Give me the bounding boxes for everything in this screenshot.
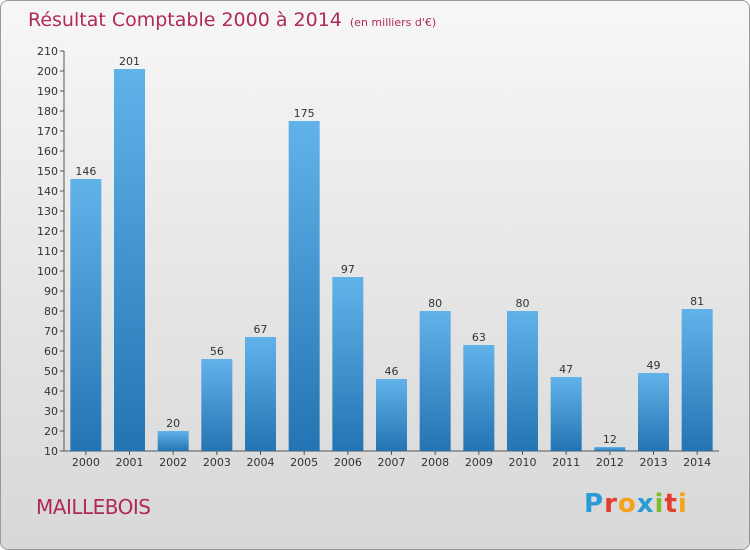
y-tick-label: 30: [44, 405, 58, 418]
bar: [550, 377, 582, 451]
x-tick-label: 2005: [290, 456, 318, 469]
y-tick-label: 50: [44, 365, 58, 378]
y-tick-label: 210: [37, 45, 58, 58]
x-tick-label: 2013: [640, 456, 668, 469]
bar: [594, 447, 626, 451]
chart-title: Résultat Comptable 2000 à 2014 (en millie…: [28, 9, 436, 31]
x-tick-label: 2003: [203, 456, 231, 469]
x-tick-label: 2001: [116, 456, 144, 469]
bar-value-label: 97: [341, 263, 355, 276]
bar-value-label: 46: [385, 365, 399, 378]
bar: [114, 69, 145, 451]
bar-value-label: 81: [690, 295, 704, 308]
x-tick-label: 2014: [683, 456, 711, 469]
x-tick-label: 2002: [159, 456, 187, 469]
bar-value-label: 80: [428, 297, 442, 310]
bar-value-label: 146: [75, 165, 96, 178]
y-tick-label: 150: [37, 165, 58, 178]
bar-value-label: 56: [210, 345, 224, 358]
bar-value-label: 67: [254, 323, 268, 336]
y-tick-label: 160: [37, 145, 58, 158]
y-tick-label: 190: [37, 85, 58, 98]
x-tick-label: 2010: [509, 456, 537, 469]
y-tick-label: 170: [37, 125, 58, 138]
y-tick-label: 140: [37, 185, 58, 198]
y-tick-label: 70: [44, 325, 58, 338]
x-tick-label: 2006: [334, 456, 362, 469]
x-tick-label: 2004: [247, 456, 275, 469]
bar: [681, 309, 713, 451]
bar: [201, 359, 233, 451]
y-tick-label: 180: [37, 105, 58, 118]
x-tick-label: 2011: [552, 456, 580, 469]
town-name: MAILLEBOIS: [36, 495, 151, 519]
x-tick-label: 2000: [72, 456, 100, 469]
y-tick-label: 10: [44, 445, 58, 458]
y-tick-label: 60: [44, 345, 58, 358]
y-tick-label: 90: [44, 285, 58, 298]
x-tick-label: 2012: [596, 456, 624, 469]
proxiti-logo: Proxiti: [584, 489, 688, 519]
bar: [376, 379, 407, 451]
bar: [638, 373, 669, 451]
bar-value-label: 80: [516, 297, 530, 310]
y-tick-label: 20: [44, 425, 58, 438]
bar: [157, 431, 189, 451]
bar-value-label: 20: [166, 417, 180, 430]
bar: [332, 277, 364, 451]
bar-value-label: 49: [647, 359, 661, 372]
y-tick-label: 120: [37, 225, 58, 238]
x-tick-label: 2007: [378, 456, 406, 469]
bar: [288, 121, 320, 451]
y-tick-label: 110: [37, 245, 58, 258]
bar: [245, 337, 276, 451]
chart-title-unit: (en milliers d'€): [349, 16, 437, 29]
y-tick-label: 200: [37, 65, 58, 78]
y-tick-label: 40: [44, 385, 58, 398]
y-tick-label: 100: [37, 265, 58, 278]
chart-title-main: Résultat Comptable 2000 à 2014: [28, 9, 342, 31]
bar: [507, 311, 538, 451]
bar: [463, 345, 495, 451]
x-tick-label: 2008: [421, 456, 449, 469]
bar-value-label: 175: [294, 107, 315, 120]
bar: [70, 179, 102, 451]
bar-value-label: 47: [559, 363, 573, 376]
x-tick-label: 2009: [465, 456, 493, 469]
y-tick-label: 80: [44, 305, 58, 318]
bar: [419, 311, 451, 451]
y-tick-label: 130: [37, 205, 58, 218]
bar-value-label: 201: [119, 55, 140, 68]
bar-value-label: 12: [603, 433, 617, 446]
bar-value-label: 63: [472, 331, 486, 344]
